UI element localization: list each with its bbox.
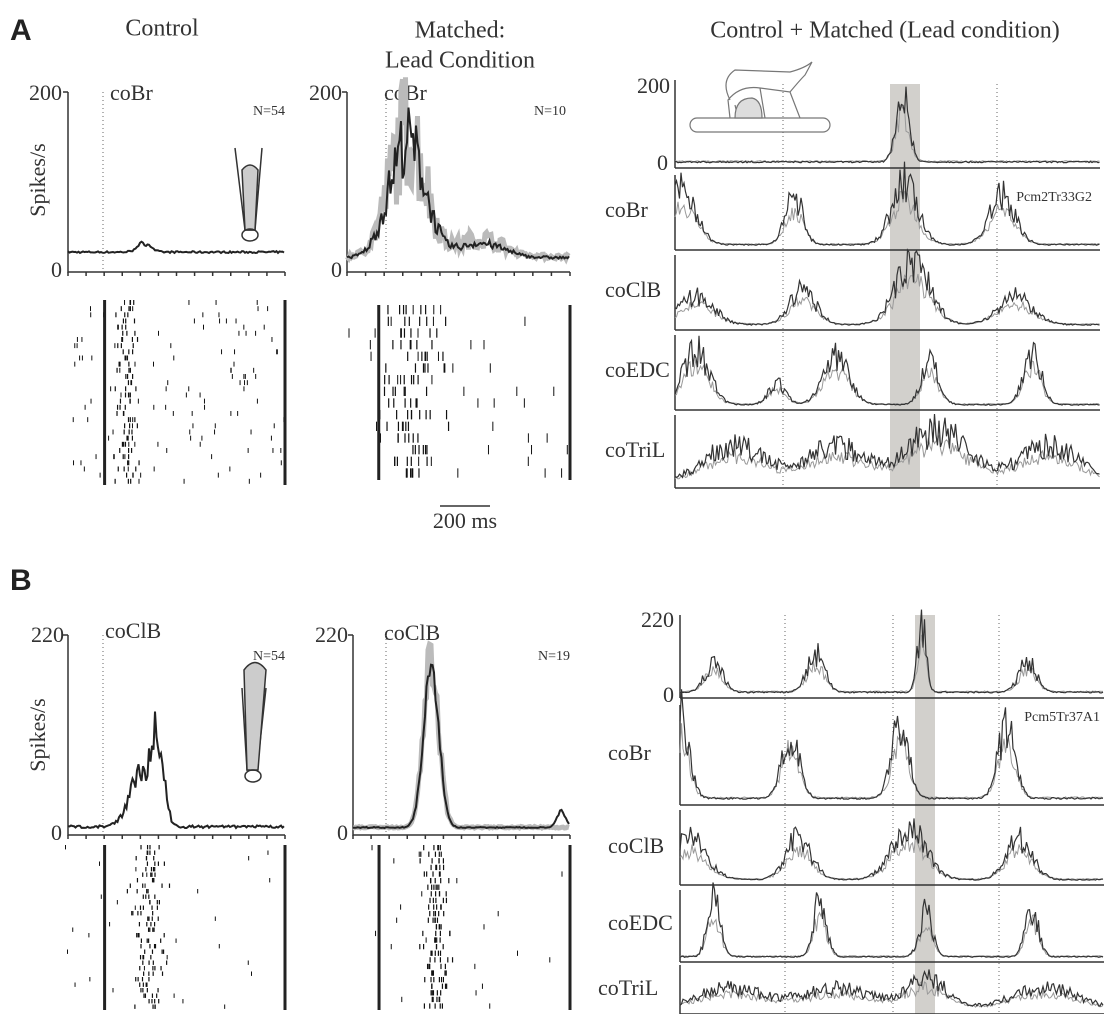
n-label: N=54 bbox=[253, 649, 285, 664]
y-tick-label: 200 bbox=[309, 80, 342, 105]
trace bbox=[679, 969, 1104, 1008]
emg-label: coBr bbox=[605, 197, 648, 222]
y-tick-label: 0 bbox=[51, 820, 62, 845]
y-tick-label: 0 bbox=[663, 682, 674, 707]
y-tick-label: 0 bbox=[337, 820, 348, 845]
column-title: Lead Condition bbox=[385, 48, 535, 74]
n-label: N=19 bbox=[538, 649, 570, 664]
trace bbox=[352, 640, 570, 832]
y-axis-label: Spikes/s bbox=[25, 698, 50, 771]
n-label: N=54 bbox=[253, 104, 285, 119]
trace bbox=[674, 335, 1100, 406]
emg-label: coBr bbox=[608, 740, 651, 765]
trace bbox=[679, 609, 1104, 694]
column-title: Matched: bbox=[415, 18, 506, 44]
trace bbox=[679, 980, 1104, 1008]
y-tick-label: 220 bbox=[31, 622, 64, 647]
muscle-label: coClB bbox=[105, 618, 161, 643]
paw-icon bbox=[234, 147, 267, 783]
trace bbox=[679, 818, 1104, 881]
trace bbox=[674, 358, 1100, 406]
scale-bar-label: 200 ms bbox=[433, 508, 497, 533]
y-tick-label: 200 bbox=[637, 73, 670, 98]
trace bbox=[679, 689, 1104, 800]
cell-id: Pcm5Tr37A1 bbox=[1024, 710, 1100, 725]
muscle-label: coBr bbox=[110, 80, 153, 105]
panel-label: B bbox=[10, 564, 32, 597]
y-tick-label: 0 bbox=[657, 150, 668, 175]
panel-label: A bbox=[10, 14, 32, 47]
emg-label: coClB bbox=[608, 833, 664, 858]
emg-label: coTriL bbox=[598, 975, 658, 1000]
trace bbox=[67, 240, 285, 255]
y-tick-label: 220 bbox=[641, 607, 674, 632]
y-tick-label: 200 bbox=[29, 80, 62, 105]
cell-id: Pcm2Tr33G2 bbox=[1016, 190, 1092, 205]
trace bbox=[674, 161, 1100, 246]
y-axis-label: Spikes/s bbox=[25, 143, 50, 216]
emg-label: coTriL bbox=[605, 437, 665, 462]
trace bbox=[353, 663, 570, 830]
trace bbox=[679, 634, 1103, 693]
trace bbox=[674, 273, 1100, 326]
column-title: Control bbox=[125, 16, 199, 42]
trace bbox=[679, 723, 1104, 799]
muscle-label: coClB bbox=[384, 620, 440, 645]
trace bbox=[674, 248, 1100, 326]
emg-label: coEDC bbox=[608, 910, 673, 935]
cat-sketch bbox=[689, 61, 831, 133]
y-tick-label: 220 bbox=[315, 622, 348, 647]
trace bbox=[674, 86, 1100, 164]
trace bbox=[674, 434, 1100, 480]
emg-label: coEDC bbox=[605, 357, 670, 382]
trace bbox=[679, 834, 1104, 881]
y-tick-label: 0 bbox=[331, 257, 342, 282]
column-title: Control + Matched (Lead condition) bbox=[710, 18, 1059, 44]
trace bbox=[346, 107, 570, 261]
trace bbox=[674, 413, 1100, 479]
trace bbox=[679, 882, 1104, 958]
highlight-band bbox=[915, 615, 935, 1014]
y-tick-label: 0 bbox=[51, 257, 62, 282]
emg-label: coClB bbox=[605, 277, 661, 302]
trace bbox=[67, 711, 285, 830]
n-label: N=10 bbox=[534, 104, 566, 119]
